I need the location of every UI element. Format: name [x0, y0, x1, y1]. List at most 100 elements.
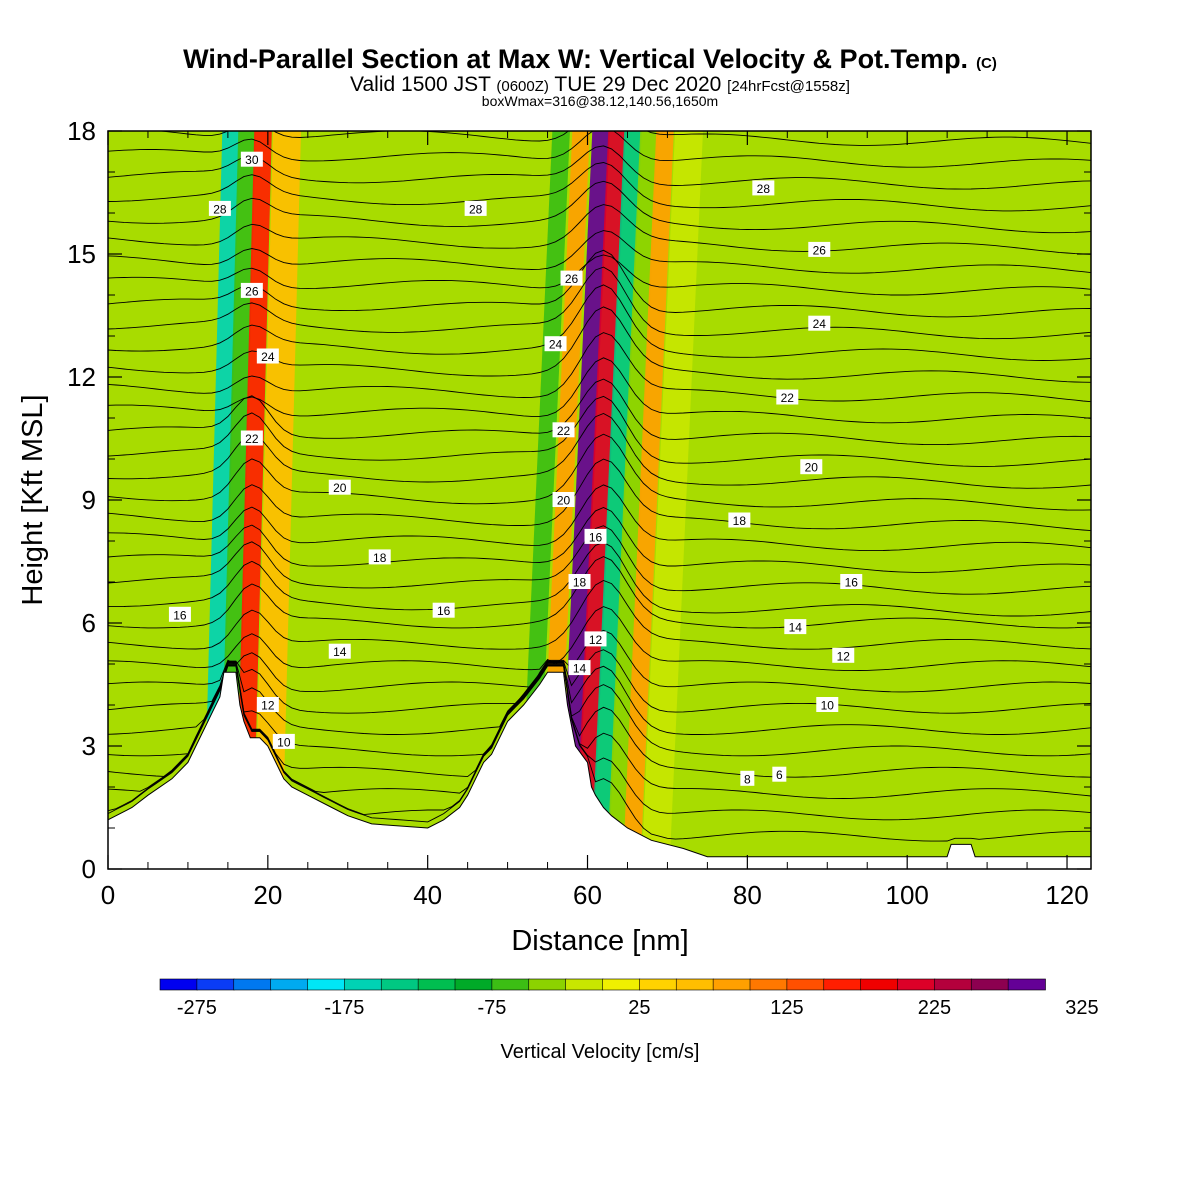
x-tick-label: 100	[885, 880, 928, 910]
contour-label-text: 12	[589, 633, 603, 647]
theta-contour-label: 10	[816, 697, 839, 713]
colorbar-swatch	[270, 978, 309, 991]
theta-contour-label: 14	[328, 643, 351, 659]
terrain-mask	[108, 671, 1091, 869]
theta-contour-label: 22	[552, 422, 575, 438]
contour-label-bg	[584, 528, 607, 544]
contour-label-text: 18	[373, 551, 387, 565]
contour-label-bg	[328, 479, 351, 495]
theta-contours	[108, 131, 1091, 842]
colorbar-swatch	[823, 978, 862, 991]
theta-contour-label: 20	[552, 492, 575, 508]
theta-contour-label: 26	[240, 282, 263, 298]
y-tick-label: 15	[67, 239, 96, 269]
theta-contour-label: 28	[208, 200, 231, 216]
theta-contour-line	[108, 649, 1091, 714]
axis-ticks: 0 20 40 60 80 100 120 0 3 6 9 12 15 18	[67, 116, 1091, 910]
theta-contour-line	[108, 357, 1091, 424]
theta-contour-line	[156, 131, 1091, 146]
contour-label-bg	[728, 512, 751, 528]
contour-label-bg	[272, 733, 295, 749]
theta-contour-line	[108, 145, 1091, 190]
contour-label-bg	[784, 619, 807, 635]
contour-label-bg	[256, 348, 279, 364]
colorbar-swatch	[897, 978, 936, 991]
colorbar-swatch	[491, 978, 530, 991]
theta-contour-label: 20	[328, 479, 351, 495]
contour-label-bg	[740, 770, 755, 786]
theta-contour-line	[108, 662, 1091, 757]
theta-contour-label: 12	[256, 697, 279, 713]
colorbar-swatch	[159, 978, 198, 991]
contour-label-text: 26	[813, 243, 827, 257]
theta-contour-line	[108, 556, 1091, 629]
contour-label-text: 28	[757, 182, 771, 196]
theta-contour-line	[108, 525, 1091, 595]
contour-label-bg	[816, 697, 839, 712]
contour-label-bg	[840, 574, 863, 589]
colorbar-tick-label: -75	[477, 997, 506, 1019]
y-tick-label: 3	[82, 731, 96, 761]
y-tick-label: 18	[67, 116, 96, 146]
theta-contour-label: 10	[272, 733, 295, 749]
colorbar-swatch	[380, 978, 419, 991]
colorbar-tick-label: 325	[1065, 997, 1098, 1019]
theta-contour-line	[108, 606, 1091, 672]
contour-label-bg	[544, 336, 567, 352]
colorbar-swatch	[786, 978, 825, 991]
theta-contour-line	[108, 484, 1091, 552]
velocity-band	[253, 131, 302, 869]
theta-contour-label: 16	[840, 574, 863, 590]
theta-contour-label: 26	[808, 241, 831, 257]
colorbar-swatch	[712, 978, 751, 991]
y-axis-label: Height [Kft MSL]	[17, 394, 49, 605]
contour-label-bg	[568, 660, 591, 676]
theta-contour-line	[108, 395, 1091, 467]
theta-contour-label: 12	[584, 631, 607, 647]
contour-label-bg	[772, 766, 787, 782]
colorbar-swatch	[934, 978, 973, 991]
contour-label-text: 26	[565, 272, 579, 286]
y-tick-label: 0	[82, 854, 96, 884]
theta-contour-line	[108, 131, 1091, 168]
theta-contour-line	[108, 332, 1091, 403]
contour-label-text: 22	[557, 424, 571, 438]
contour-label-text: 24	[549, 338, 563, 352]
x-tick-label: 80	[733, 880, 762, 910]
colorbar-tick-label: 225	[918, 997, 951, 1019]
theta-contour-label: 22	[240, 430, 263, 446]
theta-contour-label: 16	[432, 602, 455, 618]
x-tick-label: 40	[413, 880, 442, 910]
theta-contour-line	[108, 458, 1091, 532]
contour-label-bg	[808, 241, 831, 257]
colorbar-swatch	[1007, 978, 1046, 991]
theta-contour-line	[108, 254, 1091, 296]
contour-label-bg	[552, 422, 575, 438]
velocity-band	[203, 131, 240, 869]
contour-label-text: 16	[845, 576, 859, 590]
theta-contour-label: 16	[168, 606, 191, 622]
contour-label-text: 14	[333, 645, 347, 659]
colorbar-swatch	[344, 978, 383, 991]
contour-label-text: 16	[437, 604, 451, 618]
contour-label-text: 22	[781, 391, 795, 405]
chart-title: Wind-Parallel Section at Max W: Vertical…	[183, 44, 997, 74]
contour-label-text: 20	[557, 494, 571, 508]
contour-label-text: 26	[245, 284, 259, 298]
contour-label-text: 12	[261, 699, 275, 713]
contour-label-text: 20	[333, 481, 347, 495]
theta-contour-label: 24	[544, 336, 567, 352]
theta-contour-label: 6	[772, 766, 787, 782]
contour-label-text: 28	[469, 202, 483, 216]
contour-label-bg	[256, 697, 279, 712]
theta-contour-line	[108, 230, 1091, 274]
contour-label-text: 24	[813, 317, 827, 331]
theta-contour-line	[108, 284, 1091, 361]
theta-contour-line	[108, 580, 1091, 650]
contour-label-bg	[240, 151, 263, 167]
y-tick-label: 9	[82, 485, 96, 515]
theta-contour-label: 24	[256, 348, 279, 364]
theta-contour-line	[108, 413, 1091, 489]
theta-contour-line	[108, 204, 1091, 255]
theta-contour-labels: 6 8 10 10 12 12 12 14 14 14 16 16 16 16 18 18 18 20 20 20 22…	[168, 151, 863, 786]
